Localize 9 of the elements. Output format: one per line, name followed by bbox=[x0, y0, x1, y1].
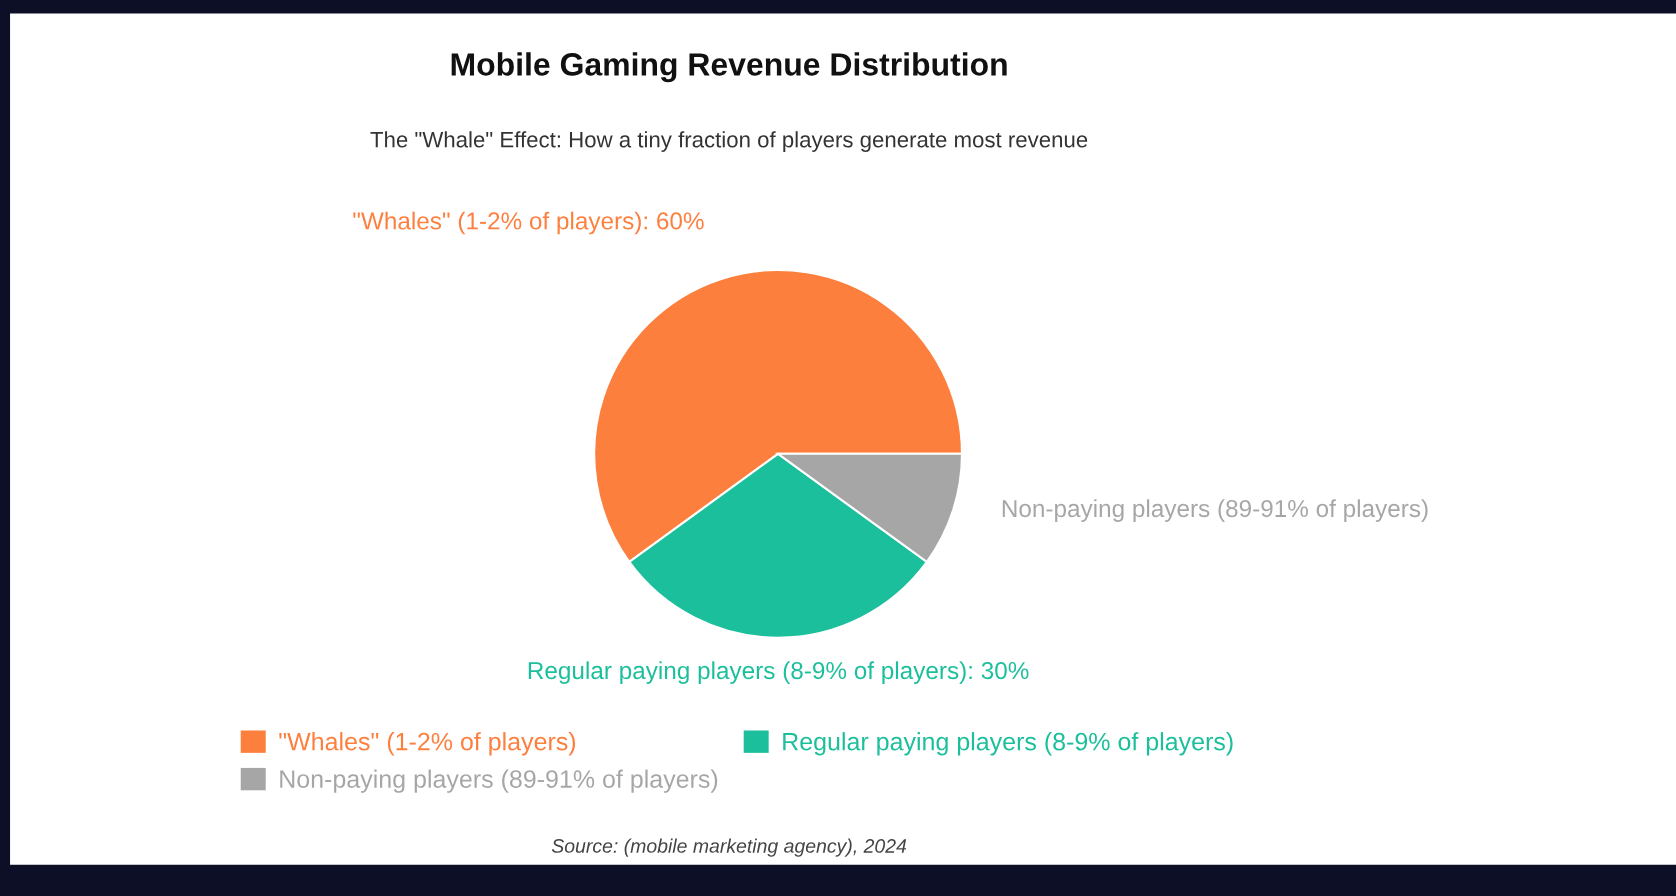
chart-subtitle: The "Whale" Effect: How a tiny fraction of players generate most revenue bbox=[370, 131, 1088, 152]
legend-label: Regular paying players (8-9% of players) bbox=[783, 732, 1233, 756]
data-label: Regular paying players (8-9% of players): 30% bbox=[528, 661, 1029, 684]
legend-label: Non-paying players (89-91% of players) bbox=[280, 769, 718, 793]
chart-title: Mobile Gaming Revenue Distribution bbox=[451, 52, 1007, 83]
slice-label: Non-paying players (89-91% of players) bbox=[1002, 499, 1428, 522]
source-note: Source: (mobile marketing agency), 2024 bbox=[551, 838, 907, 857]
data-label: "Whales" (1-2% of players): 60% bbox=[353, 211, 704, 235]
legend-label: "Whales" (1-2% of players) bbox=[279, 732, 576, 756]
